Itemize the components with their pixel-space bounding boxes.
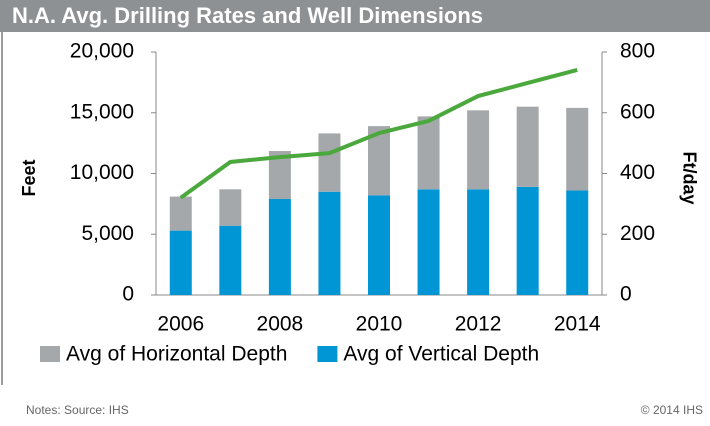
y2-tick-label: 0 <box>620 283 632 306</box>
y2-tick-label: 800 <box>620 40 655 63</box>
y-axis-title: Feet <box>19 159 39 196</box>
legend-swatch <box>317 346 338 362</box>
bar <box>169 230 192 295</box>
bar <box>268 199 291 295</box>
bar <box>219 189 242 226</box>
y2-axis-title: Ft/day <box>679 151 699 204</box>
bar <box>417 116 440 190</box>
legend-label: Avg of Vertical Depth <box>343 343 539 366</box>
line-series <box>179 67 578 200</box>
notes: Notes: Source: IHS <box>26 403 129 417</box>
copyright: © 2014 IHS <box>641 403 703 417</box>
bar <box>219 225 242 295</box>
bar <box>516 106 539 187</box>
x-tick-label: 2010 <box>356 313 403 336</box>
chart-title: N.A. Avg. Drilling Rates and Well Dimens… <box>12 3 483 28</box>
bar <box>318 191 341 295</box>
x-tick-label: 2014 <box>554 313 601 336</box>
bar <box>467 189 490 295</box>
bar <box>368 195 390 295</box>
y-tick-label: 10,000 <box>70 161 134 184</box>
y2-tick-label: 200 <box>620 222 655 245</box>
x-tick-label: 2008 <box>257 313 304 336</box>
y-tick-label: 20,000 <box>70 40 134 63</box>
bar <box>318 133 341 192</box>
bar <box>169 196 192 231</box>
y2-tick-label: 600 <box>620 100 655 123</box>
bar <box>566 107 589 191</box>
y-tick-label: 15,000 <box>70 100 134 123</box>
legend-label: Avg of Horizontal Depth <box>66 343 287 366</box>
title-banner <box>0 0 710 32</box>
bar <box>417 189 440 295</box>
bar <box>368 126 390 196</box>
bar <box>566 190 589 295</box>
x-tick-label: 2006 <box>157 313 204 336</box>
y-tick-label: 5,000 <box>81 222 134 245</box>
y-tick-label: 0 <box>122 283 134 306</box>
y2-tick-label: 400 <box>620 161 655 184</box>
bar <box>516 186 539 295</box>
x-tick-label: 2012 <box>455 313 502 336</box>
bar <box>467 110 490 190</box>
legend-swatch <box>40 346 60 362</box>
bar <box>268 151 291 200</box>
